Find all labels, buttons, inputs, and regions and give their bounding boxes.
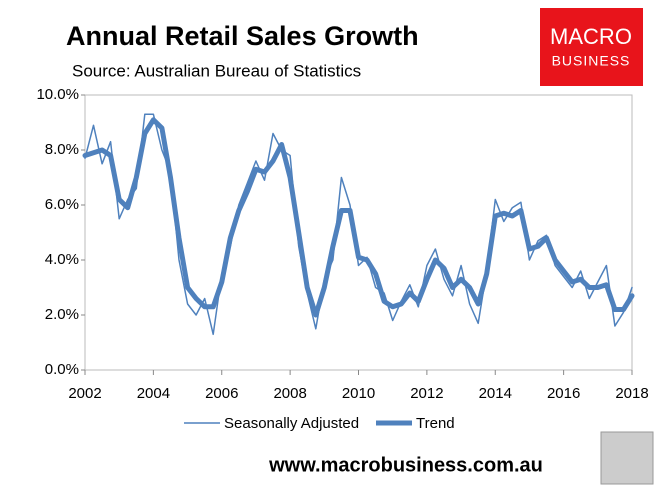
fox-icon (600, 431, 654, 485)
y-tick-label: 0.0% (45, 361, 79, 378)
logo-text: MACRO (550, 24, 632, 49)
x-tick-label: 2004 (137, 385, 170, 402)
legend-label: Seasonally Adjusted (224, 415, 359, 432)
y-tick-label: 6.0% (45, 196, 79, 213)
y-tick-label: 4.0% (45, 251, 79, 268)
footer: www.macrobusiness.com.au (268, 454, 543, 476)
legend-label: Trend (416, 415, 455, 432)
y-tick-label: 2.0% (45, 306, 79, 323)
data-line (82, 117, 635, 318)
x-tick-label: 2006 (205, 385, 238, 402)
x-tick-label: 2002 (68, 385, 101, 402)
chart-subtitle: Source: Australian Bureau of Statistics (72, 61, 361, 80)
plot-area (84, 94, 633, 371)
x-tick-label: 2016 (547, 385, 580, 402)
x-tick-label: 2008 (273, 385, 306, 402)
logo-text: BUSINESS (552, 53, 631, 69)
x-tick-label: 2018 (615, 385, 648, 402)
y-tick-label: 10.0% (36, 86, 79, 103)
chart-title: Annual Retail Sales Growth (66, 21, 419, 51)
x-tick-label: 2010 (342, 385, 375, 402)
y-tick-label: 8.0% (45, 141, 79, 158)
logo (540, 8, 643, 86)
x-tick-label: 2012 (410, 385, 443, 402)
x-tick-label: 2014 (479, 385, 512, 402)
